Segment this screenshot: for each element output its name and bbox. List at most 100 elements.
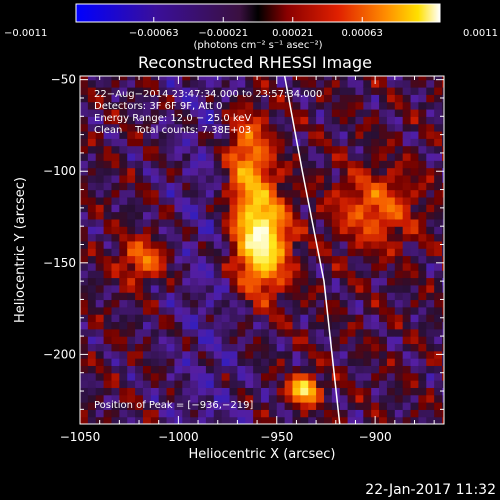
- info-line-counts: Clean Total counts: 7.38E+03: [94, 125, 251, 136]
- heatmap-cell: [119, 204, 128, 213]
- heatmap-cell: [371, 321, 380, 330]
- heatmap-cell: [119, 116, 128, 125]
- heatmap-cell: [276, 116, 286, 125]
- heatmap-cell: [205, 123, 215, 132]
- heatmap-cell: [284, 233, 294, 242]
- heatmap-cell: [237, 94, 246, 103]
- heatmap-cell: [402, 365, 412, 374]
- heatmap-cell: [308, 387, 317, 396]
- heatmap-cell: [237, 336, 246, 345]
- heatmap-cell: [80, 402, 89, 410]
- heatmap-cell: [292, 167, 301, 176]
- heatmap-cell: [166, 204, 176, 213]
- heatmap-cell: [347, 116, 357, 125]
- heatmap-cell: [434, 189, 443, 198]
- heatmap-cell: [418, 402, 427, 410]
- heatmap-cell: [300, 343, 309, 352]
- heatmap-cell: [103, 387, 113, 396]
- heatmap-cell: [331, 365, 341, 374]
- heatmap-cell: [253, 402, 262, 410]
- heatmap-cell: [245, 328, 254, 337]
- heatmap-cell: [127, 160, 136, 169]
- heatmap-cell: [276, 204, 286, 213]
- heatmap-cell: [331, 94, 341, 103]
- heatmap-cell: [426, 174, 435, 183]
- heatmap-cell: [394, 152, 404, 161]
- heatmap-cell: [300, 387, 309, 396]
- heatmap-cell: [339, 189, 349, 198]
- heatmap-cell: [323, 262, 333, 271]
- heatmap-cell: [127, 314, 136, 323]
- heatmap-cell: [95, 130, 105, 139]
- y-axis-title: Heliocentric Y (arcsec): [13, 177, 28, 323]
- heatmap-cell: [394, 365, 404, 374]
- heatmap-cell: [80, 409, 89, 418]
- heatmap-cell: [103, 94, 113, 103]
- heatmap-cell: [284, 79, 294, 88]
- heatmap-cell: [434, 108, 443, 117]
- heatmap-cell: [87, 277, 97, 286]
- heatmap-cell: [331, 343, 341, 352]
- heatmap-cell: [363, 218, 372, 227]
- heatmap-cell: [323, 123, 333, 132]
- heatmap-cell: [394, 306, 404, 315]
- heatmap-cell: [174, 350, 183, 359]
- heatmap-cell: [300, 277, 309, 286]
- heatmap-cell: [213, 277, 223, 286]
- heatmap-cell: [205, 130, 215, 139]
- heatmap-cell: [111, 365, 120, 374]
- heatmap-cell: [268, 270, 278, 279]
- heatmap-cell: [237, 284, 246, 293]
- heatmap-cell: [87, 152, 97, 161]
- heatmap-cell: [95, 204, 105, 213]
- heatmap-cell: [386, 101, 396, 110]
- heatmap-cell: [261, 152, 270, 161]
- heatmap-cell: [434, 262, 443, 271]
- heatmap-cell: [410, 138, 420, 147]
- heatmap-cell: [386, 167, 396, 176]
- heatmap-cell: [111, 79, 120, 88]
- heatmap-cell: [150, 270, 160, 279]
- heatmap-cell: [276, 343, 286, 352]
- heatmap-cell: [394, 336, 404, 345]
- heatmap-cell: [308, 380, 317, 388]
- heatmap-cell: [87, 321, 97, 330]
- heatmap-cell: [284, 123, 294, 132]
- heatmap-cell: [103, 299, 113, 308]
- heatmap-cell: [253, 218, 262, 227]
- heatmap-cell: [142, 145, 152, 154]
- heatmap-cell: [198, 306, 207, 315]
- heatmap-cell: [339, 306, 349, 315]
- heatmap-cell: [213, 152, 223, 161]
- heatmap-cell: [80, 314, 89, 323]
- heatmap-cell: [402, 196, 412, 205]
- heatmap-cell: [87, 248, 97, 257]
- heatmap-cell: [253, 321, 262, 330]
- heatmap-cell: [80, 86, 89, 95]
- heatmap-cell: [394, 130, 404, 139]
- heatmap-cell: [253, 108, 262, 117]
- heatmap-cell: [442, 138, 444, 147]
- heatmap-cell: [316, 380, 325, 388]
- heatmap-cell: [434, 160, 443, 169]
- heatmap-cell: [426, 255, 435, 264]
- heatmap-cell: [198, 145, 207, 154]
- heatmap-cell: [323, 284, 333, 293]
- heatmap-cell: [300, 416, 309, 424]
- heatmap-cell: [300, 358, 309, 366]
- heatmap-cell: [442, 189, 444, 198]
- heatmap-cell: [379, 196, 388, 205]
- heatmap-cell: [284, 160, 294, 169]
- heatmap-cell: [410, 365, 420, 374]
- heatmap-cell: [95, 255, 105, 264]
- heatmap-cell: [190, 402, 199, 410]
- heatmap-cell: [95, 240, 105, 249]
- heatmap-cell: [394, 328, 404, 337]
- heatmap-cell: [308, 226, 317, 235]
- heatmap-cell: [410, 255, 420, 264]
- heatmap-cell: [402, 255, 412, 264]
- heatmap-cell: [198, 402, 207, 410]
- heatmap-cell: [402, 116, 412, 125]
- heatmap-cell: [237, 240, 246, 249]
- heatmap-cell: [379, 314, 388, 323]
